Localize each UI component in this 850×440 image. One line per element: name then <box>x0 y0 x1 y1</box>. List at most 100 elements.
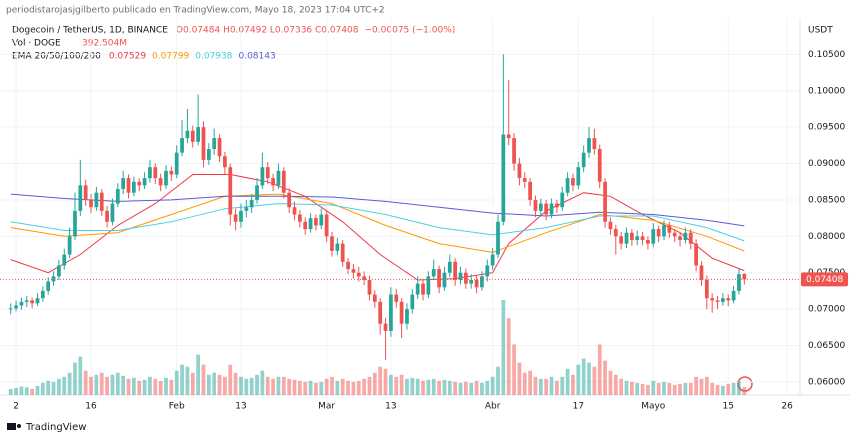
candle-body <box>330 236 334 251</box>
volume-bar <box>115 372 120 395</box>
volume-bar <box>426 379 431 395</box>
ema-legend-value: 0.07938 <box>195 52 232 62</box>
candle-body <box>501 134 506 222</box>
volume-bar <box>737 380 741 395</box>
candle-body <box>190 130 195 142</box>
volume-bar <box>704 376 709 395</box>
volume-bar <box>410 377 415 395</box>
y-tick-label: 0.08000 <box>808 232 845 242</box>
candle-body <box>51 276 56 282</box>
volume-bar <box>180 364 184 395</box>
candle-body <box>67 236 72 255</box>
volume-bar <box>73 362 77 395</box>
candle-body <box>180 138 184 153</box>
ema-legend: EMA 20/50/100/200 <box>12 52 101 62</box>
candle-body <box>40 290 45 299</box>
volume-bar <box>496 366 500 395</box>
candle-body <box>115 189 120 204</box>
volume-bar <box>721 385 725 395</box>
symbol-title: Dogecoin / TetherUS, 1D, BINANCE <box>12 26 168 36</box>
volume-bar <box>292 379 297 395</box>
candle-body <box>276 170 281 186</box>
volume-bar <box>367 376 372 395</box>
candle-body <box>362 276 366 281</box>
candle-body <box>571 178 575 186</box>
volume-bar <box>480 382 484 395</box>
volume-bar <box>485 380 490 395</box>
candle-body <box>458 272 463 281</box>
volume-bar <box>24 387 29 395</box>
y-tick-label: 0.10000 <box>808 86 845 96</box>
candle-body <box>405 309 409 324</box>
candle-body <box>110 203 115 222</box>
volume-bar <box>51 381 56 395</box>
candle-body <box>517 163 522 179</box>
candle-body <box>533 199 538 211</box>
volume-bar <box>608 370 613 395</box>
y-tick-label: 0.07000 <box>808 305 845 315</box>
volume-bar <box>538 378 543 395</box>
candle-body <box>94 192 99 208</box>
volume-bar <box>383 368 388 395</box>
volume-bar <box>233 372 238 395</box>
candle-body <box>710 298 715 301</box>
candle-body <box>629 232 634 240</box>
volume-bar <box>469 382 474 395</box>
volume-bar <box>356 380 361 395</box>
candle-body <box>715 300 720 302</box>
candle-body <box>437 269 441 288</box>
volume-bar <box>710 382 715 395</box>
candle-body <box>271 178 275 186</box>
candle-body <box>303 221 308 230</box>
candle-body <box>447 261 452 273</box>
volume-bar <box>110 374 115 395</box>
volume-bar <box>249 377 254 395</box>
volume-bar <box>271 378 275 395</box>
volume-bar <box>528 370 532 395</box>
footer-logo <box>7 423 21 430</box>
volume-bar <box>281 376 286 395</box>
volume-bar <box>640 383 645 395</box>
candle-body <box>721 298 725 302</box>
candle-body <box>528 181 532 200</box>
candle-body <box>640 236 645 240</box>
volume-bar <box>506 318 511 395</box>
volume-bar <box>255 374 259 395</box>
volume-bar <box>239 376 243 395</box>
candle-body <box>99 192 104 211</box>
volume-bar <box>555 380 559 395</box>
candle-body <box>260 167 265 186</box>
ohlc-values: O0.07484 H0.07492 L0.07336 C0.07408 <box>176 26 359 36</box>
volume-bar <box>330 376 334 395</box>
volume-bar <box>228 364 233 395</box>
volume-bar <box>196 354 200 395</box>
ema-legend-value: 0.07799 <box>152 52 189 62</box>
candle-body <box>731 290 736 301</box>
volume-bar <box>544 378 549 395</box>
candle-body <box>340 243 345 262</box>
x-tick-label: 26 <box>781 402 793 412</box>
candle-body <box>201 127 206 160</box>
candle-body <box>265 167 270 179</box>
volume-bar <box>453 381 458 395</box>
candle-body <box>389 294 393 331</box>
volume-bar <box>635 382 640 395</box>
candle-body <box>587 138 591 153</box>
candle-body <box>30 300 35 304</box>
candle-body <box>308 218 313 230</box>
candle-body <box>292 207 297 215</box>
volume-bar <box>646 384 650 395</box>
candle-body <box>24 300 29 302</box>
volume-bar <box>265 376 270 395</box>
volume-bar <box>447 380 452 395</box>
ema-legend-value: 0.08143 <box>238 52 275 62</box>
volume-bar <box>560 376 565 395</box>
footer-brand: TradingView <box>25 422 86 433</box>
volume-legend: Vol · DOGE <box>12 39 61 49</box>
x-tick-label: Feb <box>169 402 185 412</box>
candle-body <box>137 181 142 186</box>
volume-bar <box>672 384 677 395</box>
volume-bar <box>662 381 666 395</box>
candle-body <box>538 203 543 211</box>
volume-bar <box>581 358 586 395</box>
